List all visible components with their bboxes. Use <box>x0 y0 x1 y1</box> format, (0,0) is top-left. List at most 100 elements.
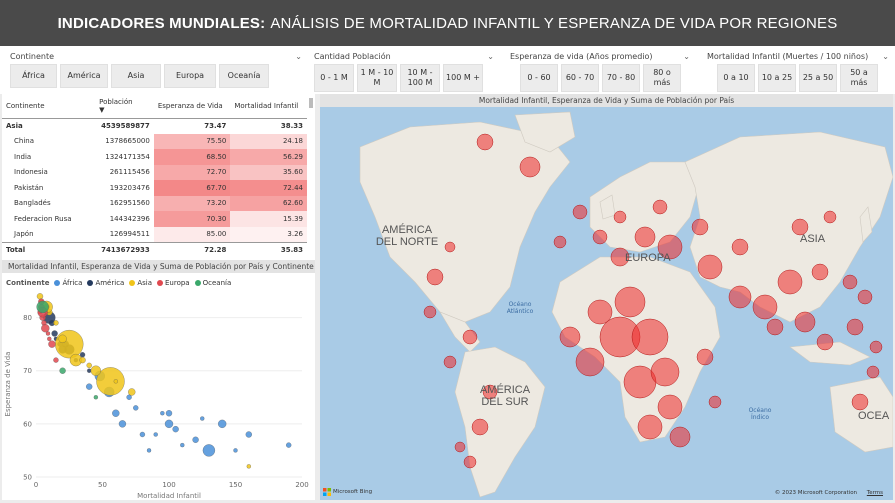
scatter-point[interactable] <box>200 416 205 421</box>
slicer-option-asia[interactable]: Asia <box>111 64 161 88</box>
scatter-point[interactable] <box>172 426 179 433</box>
scatter-point[interactable] <box>286 442 292 448</box>
slicer-option-life-0-60[interactable]: 0 - 60 <box>520 64 558 92</box>
scatter-point[interactable] <box>87 368 92 373</box>
scatter-point[interactable] <box>139 431 146 438</box>
slicer-option-mort-50-plus[interactable]: 50 a más <box>840 64 878 92</box>
chevron-down-icon[interactable]: ⌄ <box>882 51 889 61</box>
cell: Total <box>2 241 96 258</box>
scatter-point[interactable] <box>112 409 120 417</box>
col-header-poblacion[interactable]: Población ▼ <box>95 94 154 119</box>
scatter-point[interactable] <box>59 367 66 374</box>
scatter-point[interactable] <box>218 419 227 429</box>
slicer-option-life-70-80[interactable]: 70 - 80 <box>602 64 640 92</box>
table-subtotal-row[interactable]: Asia 4539589877 73.47 38.33 <box>2 118 307 134</box>
slicer-option-oceania[interactable]: Oceanía <box>219 64 269 88</box>
table-row[interactable]: Japón 126994511 85.00 3.26 <box>2 226 307 242</box>
scatter-point[interactable] <box>113 379 118 384</box>
table-scrollbar[interactable] <box>309 98 313 108</box>
scatter-point[interactable] <box>36 293 44 300</box>
table-row[interactable]: China 1378665000 75.50 24.18 <box>2 133 307 149</box>
x-tick-label: 200 <box>295 481 308 489</box>
table-row[interactable]: Pakistán 193203476 67.70 72.44 <box>2 180 307 196</box>
scatter-point[interactable] <box>47 336 52 341</box>
legend-item-america[interactable]: América <box>87 279 124 287</box>
slicer-option-pop-10-100m[interactable]: 10 M - 100 M <box>400 64 440 92</box>
scatter-point[interactable] <box>53 357 59 363</box>
scatter-point[interactable] <box>118 420 127 428</box>
scatter-point[interactable] <box>160 411 165 416</box>
map-bubble <box>869 340 883 354</box>
scatter-point[interactable] <box>180 442 185 448</box>
cell: 126994511 <box>109 230 150 238</box>
scatter-point[interactable] <box>233 448 238 453</box>
scatter-point[interactable] <box>90 365 101 376</box>
scatter-point[interactable] <box>245 431 252 438</box>
chevron-down-icon[interactable]: ⌄ <box>295 51 302 61</box>
slicer-option-mort-10-25[interactable]: 10 a 25 <box>758 64 796 92</box>
y-tick-label: 80 <box>23 314 32 322</box>
scatter-point[interactable] <box>93 395 98 400</box>
table-row[interactable]: Bangladés 162951560 73.20 62.60 <box>2 195 307 211</box>
slicer-row: Continente ⌄ África América Asia Europa O… <box>0 46 895 94</box>
table-row[interactable]: India 1324171354 68.50 56.29 <box>2 149 307 165</box>
scatter-point[interactable] <box>36 300 49 314</box>
slicer-option-mort-25-50[interactable]: 25 a 50 <box>799 64 837 92</box>
col-header-continente[interactable]: Continente <box>2 94 96 119</box>
scatter-point[interactable] <box>86 383 93 390</box>
map-bubble <box>463 455 477 469</box>
scatter-point[interactable] <box>126 394 132 400</box>
map-bubble <box>423 305 437 319</box>
slicer-option-life-80-plus[interactable]: 80 o más <box>643 64 681 92</box>
land-greenland <box>514 111 576 153</box>
chevron-down-icon[interactable]: ⌄ <box>487 51 494 61</box>
terms-link[interactable]: Terms <box>866 490 883 496</box>
slicer-option-america[interactable]: América <box>60 64 108 88</box>
cell: 144342396 <box>109 214 150 223</box>
legend-item-oceania[interactable]: Oceanía <box>194 279 231 287</box>
scatter-point[interactable] <box>48 340 56 348</box>
scatter-point[interactable] <box>128 388 136 396</box>
map-bubble <box>731 238 749 256</box>
scatter-point[interactable] <box>86 362 92 369</box>
scatter-point[interactable] <box>192 436 199 443</box>
legend-item-europa[interactable]: Europa <box>157 279 190 287</box>
scatter-point[interactable] <box>96 367 125 396</box>
world-map[interactable]: AMÉRICA DEL NORTE EUROPA ASIA AMÉRICA DE… <box>320 107 893 500</box>
col-header-mortalidad[interactable]: Mortalidad Infantil <box>230 94 307 119</box>
scatter-point[interactable] <box>45 331 51 336</box>
scatter-point[interactable] <box>51 330 58 337</box>
scatter-point[interactable] <box>164 419 174 429</box>
table-row[interactable]: Indonesia 261115456 72.70 35.60 <box>2 164 307 180</box>
slicer-option-mort-0-10[interactable]: 0 a 10 <box>717 64 755 92</box>
scatter-point[interactable] <box>202 444 216 457</box>
legend-item-africa[interactable]: África <box>54 279 82 287</box>
scatter-point[interactable] <box>79 356 86 364</box>
map-bubble <box>657 234 683 260</box>
legend-item-asia[interactable]: Asia <box>129 279 152 287</box>
map-bubble <box>572 204 588 220</box>
slicer-option-europa[interactable]: Europa <box>164 64 216 88</box>
table-row[interactable]: Federacion Rusa 144342396 70.30 15.39 <box>2 211 307 227</box>
cell: 73.47 <box>204 122 227 130</box>
scatter-point[interactable] <box>133 405 139 411</box>
chevron-down-icon[interactable]: ⌄ <box>683 51 690 61</box>
scatter-point[interactable] <box>165 410 173 417</box>
scatter-point[interactable] <box>55 329 84 359</box>
slicer-option-life-60-70[interactable]: 60 - 70 <box>561 64 599 92</box>
scatter-point[interactable] <box>41 324 50 333</box>
slicer-option-pop-0-1m[interactable]: 0 - 1 M <box>314 64 354 92</box>
map-canvas[interactable] <box>320 107 893 500</box>
scatter-point[interactable] <box>146 448 152 453</box>
scatter-point[interactable] <box>153 432 158 437</box>
slicer-option-africa[interactable]: África <box>10 64 57 88</box>
cell: 1378665000 <box>105 137 150 146</box>
slicer-option-pop-100m-plus[interactable]: 100 M + <box>443 64 483 92</box>
scatter-point[interactable] <box>58 334 67 343</box>
scatter-point[interactable] <box>246 464 251 469</box>
scatter-point[interactable] <box>53 320 59 326</box>
col-header-esperanza[interactable]: Esperanza de Vida <box>153 94 231 119</box>
slicer-option-pop-1-10m[interactable]: 1 M - 10 M <box>357 64 397 92</box>
bing-logo: Microsoft Bing <box>323 488 372 496</box>
